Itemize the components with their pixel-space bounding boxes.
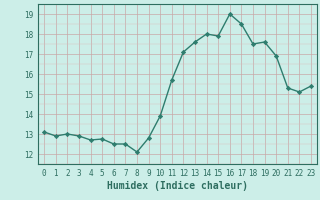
X-axis label: Humidex (Indice chaleur): Humidex (Indice chaleur): [107, 181, 248, 191]
